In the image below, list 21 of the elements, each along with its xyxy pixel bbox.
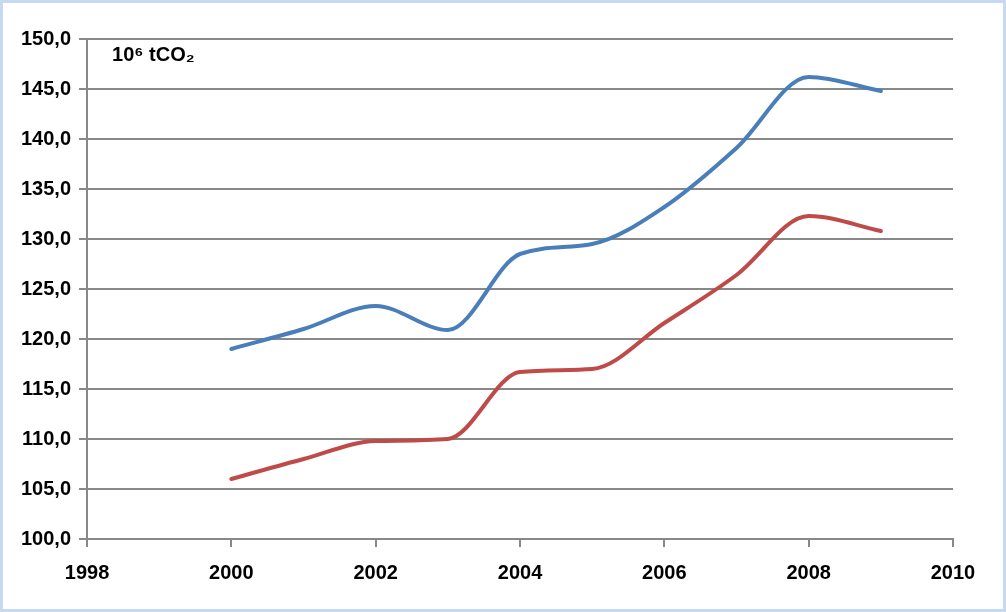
y-tick-label: 140,0	[20, 126, 72, 149]
x-tick-label: 1998	[64, 560, 110, 583]
line-series	[229, 214, 883, 481]
x-tick-label: 2006	[642, 560, 687, 583]
y-tick-label: 130,0	[20, 226, 72, 249]
x-tick-label: 2004	[497, 560, 544, 583]
y-tick-label: 145,0	[20, 76, 72, 99]
y-tick-label: 110,0	[22, 426, 72, 449]
x-tick-label: 2000	[209, 560, 254, 583]
y-tick-label: 100,0	[20, 526, 72, 549]
y-tick-label: 125,0	[20, 276, 72, 299]
x-tick-label: 2008	[786, 560, 831, 583]
x-tick-label: 2010	[930, 560, 976, 583]
y-tick-label: 115,0	[22, 376, 72, 399]
y-tick-label: 150,0	[20, 26, 72, 49]
y-tick-label: 105,0	[20, 476, 72, 499]
y-tick-label: 120,0	[20, 326, 72, 349]
y-tick-label: 135,0	[20, 176, 72, 199]
y-axis-title: 10⁶ tCO₂	[112, 42, 195, 65]
x-tick-label: 2002	[353, 560, 398, 583]
line-series	[229, 75, 883, 351]
